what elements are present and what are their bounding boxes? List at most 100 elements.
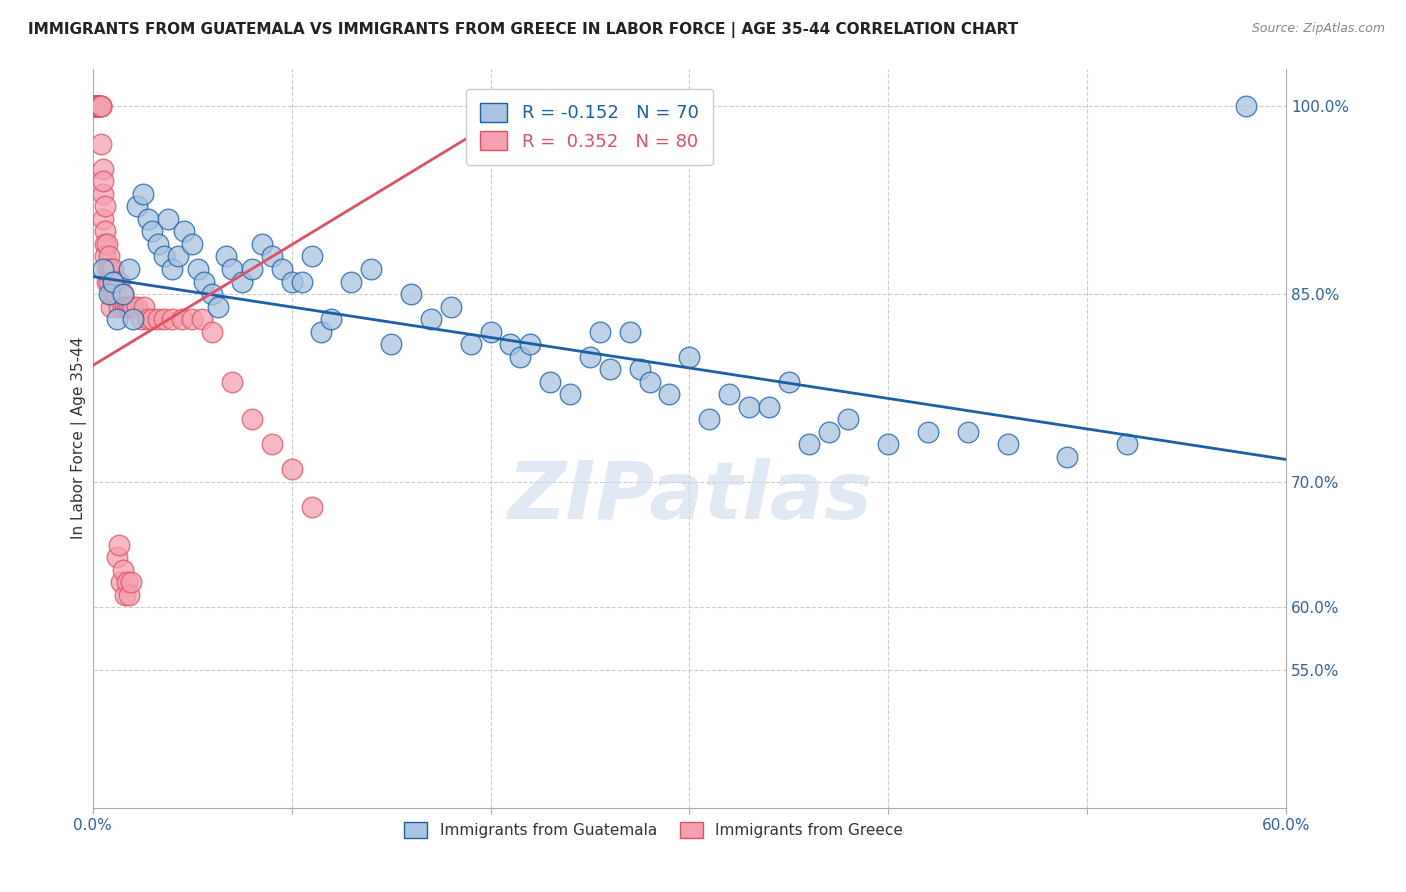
Point — [181, 312, 204, 326]
Point — [301, 250, 323, 264]
Point — [110, 575, 132, 590]
Point — [105, 287, 128, 301]
Point — [758, 400, 780, 414]
Point — [97, 287, 120, 301]
Point — [215, 250, 238, 264]
Point — [231, 275, 253, 289]
Point — [301, 500, 323, 514]
Point — [96, 275, 118, 289]
Legend: Immigrants from Guatemala, Immigrants from Greece: Immigrants from Guatemala, Immigrants fr… — [398, 816, 908, 845]
Point — [105, 275, 128, 289]
Point — [877, 437, 900, 451]
Point — [93, 236, 115, 251]
Point — [86, 99, 108, 113]
Point — [90, 99, 112, 113]
Point — [129, 312, 152, 326]
Point — [111, 300, 134, 314]
Point — [91, 174, 114, 188]
Point — [125, 199, 148, 213]
Point — [93, 199, 115, 213]
Point — [107, 275, 129, 289]
Point — [87, 99, 110, 113]
Point — [997, 437, 1019, 451]
Point — [107, 538, 129, 552]
Point — [837, 412, 859, 426]
Point — [121, 300, 143, 314]
Point — [114, 300, 136, 314]
Point — [1234, 99, 1257, 113]
Point — [260, 437, 283, 451]
Point — [270, 262, 292, 277]
Point — [460, 337, 482, 351]
Point — [658, 387, 681, 401]
Point — [100, 300, 122, 314]
Point — [111, 563, 134, 577]
Point — [558, 387, 581, 401]
Text: IMMIGRANTS FROM GUATEMALA VS IMMIGRANTS FROM GREECE IN LABOR FORCE | AGE 35-44 C: IMMIGRANTS FROM GUATEMALA VS IMMIGRANTS … — [28, 22, 1018, 38]
Point — [280, 275, 302, 289]
Point — [91, 262, 114, 277]
Point — [83, 99, 105, 113]
Point — [280, 462, 302, 476]
Point — [86, 99, 108, 113]
Point — [250, 236, 273, 251]
Point — [579, 350, 602, 364]
Point — [104, 275, 127, 289]
Point — [678, 350, 700, 364]
Point — [697, 412, 720, 426]
Point — [114, 588, 136, 602]
Point — [148, 236, 170, 251]
Point — [87, 99, 110, 113]
Point — [83, 99, 105, 113]
Point — [509, 350, 531, 364]
Point — [120, 575, 142, 590]
Point — [86, 99, 108, 113]
Point — [93, 250, 115, 264]
Point — [162, 262, 184, 277]
Point — [311, 325, 333, 339]
Point — [778, 375, 800, 389]
Point — [90, 99, 112, 113]
Point — [104, 287, 127, 301]
Point — [91, 211, 114, 226]
Point — [90, 136, 112, 151]
Point — [100, 287, 122, 301]
Point — [111, 287, 134, 301]
Point — [110, 287, 132, 301]
Point — [148, 312, 170, 326]
Point — [440, 300, 463, 314]
Point — [141, 312, 163, 326]
Point — [817, 425, 839, 439]
Point — [419, 312, 441, 326]
Point — [291, 275, 314, 289]
Point — [380, 337, 402, 351]
Point — [105, 312, 128, 326]
Point — [97, 275, 120, 289]
Point — [638, 375, 661, 389]
Point — [87, 99, 110, 113]
Point — [173, 224, 195, 238]
Point — [115, 575, 138, 590]
Point — [718, 387, 741, 401]
Point — [83, 99, 105, 113]
Point — [117, 588, 139, 602]
Point — [157, 211, 180, 226]
Text: ZIPatlas: ZIPatlas — [508, 458, 872, 536]
Point — [1056, 450, 1078, 464]
Point — [90, 99, 112, 113]
Point — [120, 300, 142, 314]
Point — [162, 312, 184, 326]
Point — [105, 550, 128, 565]
Point — [201, 287, 224, 301]
Point — [499, 337, 522, 351]
Point — [87, 99, 110, 113]
Point — [86, 99, 108, 113]
Point — [181, 236, 204, 251]
Point — [117, 300, 139, 314]
Point — [191, 312, 214, 326]
Point — [321, 312, 343, 326]
Point — [101, 275, 124, 289]
Point — [738, 400, 761, 414]
Point — [97, 262, 120, 277]
Point — [240, 412, 263, 426]
